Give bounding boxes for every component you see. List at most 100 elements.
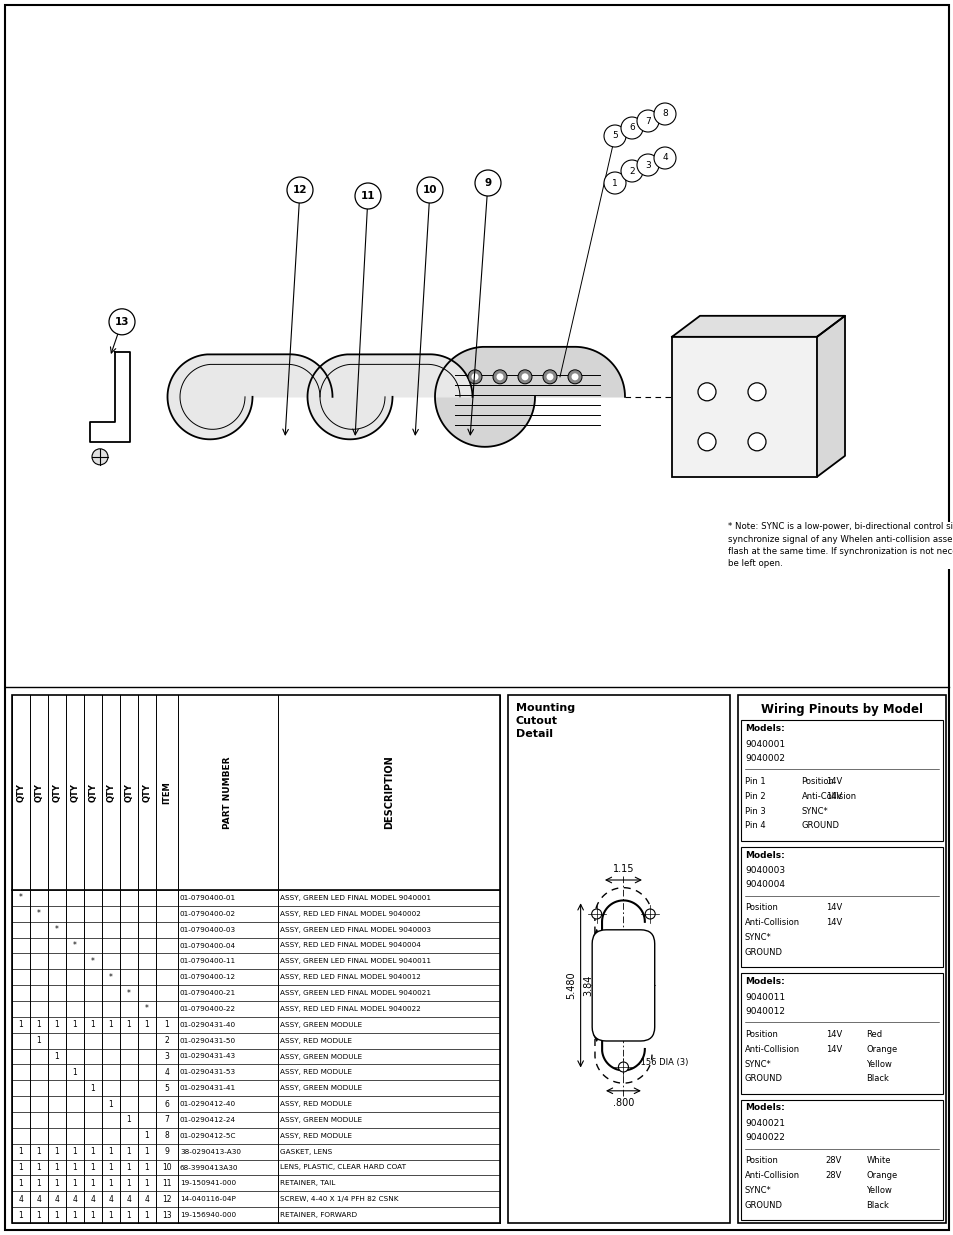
- Text: 01-0790400-12: 01-0790400-12: [180, 974, 236, 981]
- Text: ASSY, RED LED FINAL MODEL 9040004: ASSY, RED LED FINAL MODEL 9040004: [280, 942, 420, 948]
- Text: 1: 1: [36, 1020, 41, 1029]
- Text: 9040012: 9040012: [744, 1007, 784, 1015]
- Text: Anti-Collision: Anti-Collision: [744, 1045, 800, 1053]
- Circle shape: [654, 147, 676, 169]
- Text: 9040004: 9040004: [744, 881, 784, 889]
- Text: 01-0790400-11: 01-0790400-11: [180, 958, 236, 965]
- Text: 1: 1: [91, 1179, 95, 1188]
- Text: *: *: [19, 893, 23, 903]
- Text: 1: 1: [36, 1036, 41, 1045]
- Circle shape: [603, 172, 625, 194]
- Circle shape: [698, 432, 716, 451]
- Text: RETAINER, FORWARD: RETAINER, FORWARD: [280, 1212, 356, 1218]
- Text: GROUND: GROUND: [801, 821, 839, 830]
- Text: Yellow: Yellow: [865, 1060, 891, 1068]
- Text: 8: 8: [165, 1131, 170, 1140]
- Text: 1: 1: [91, 1147, 95, 1156]
- Text: 1: 1: [19, 1163, 24, 1172]
- Text: 7: 7: [164, 1115, 170, 1124]
- Text: 14V: 14V: [825, 918, 841, 927]
- Text: Pin 2: Pin 2: [744, 792, 765, 800]
- Text: 01-0290431-41: 01-0290431-41: [180, 1086, 236, 1092]
- Text: GROUND: GROUND: [744, 1074, 782, 1083]
- Text: ASSY, GREEN LED FINAL MODEL 9040021: ASSY, GREEN LED FINAL MODEL 9040021: [280, 990, 431, 997]
- Text: Pin 3: Pin 3: [744, 806, 765, 815]
- Text: 01-0790400-22: 01-0790400-22: [180, 1007, 236, 1011]
- Text: 1: 1: [109, 1210, 113, 1220]
- Text: 1: 1: [54, 1163, 59, 1172]
- Text: SCREW, 4-40 X 1/4 PFH 82 CSNK: SCREW, 4-40 X 1/4 PFH 82 CSNK: [280, 1197, 398, 1202]
- Text: 14V: 14V: [825, 1030, 841, 1039]
- Text: 1: 1: [127, 1163, 132, 1172]
- Text: 11: 11: [162, 1179, 172, 1188]
- Text: 1: 1: [91, 1210, 95, 1220]
- Text: *: *: [91, 957, 95, 966]
- Text: SYNC*: SYNC*: [744, 934, 771, 942]
- Text: 1: 1: [19, 1179, 24, 1188]
- Polygon shape: [435, 347, 624, 447]
- Polygon shape: [816, 316, 844, 477]
- Text: ASSY, GREEN MODULE: ASSY, GREEN MODULE: [280, 1086, 362, 1092]
- Circle shape: [591, 909, 601, 919]
- Text: 01-0290412-5C: 01-0290412-5C: [180, 1132, 236, 1139]
- Text: 6: 6: [164, 1099, 170, 1109]
- Text: Orange: Orange: [865, 1171, 897, 1181]
- Text: 4: 4: [72, 1194, 77, 1204]
- Text: 1: 1: [91, 1084, 95, 1093]
- Text: 1: 1: [145, 1147, 150, 1156]
- Circle shape: [91, 448, 108, 464]
- Circle shape: [517, 369, 532, 384]
- Text: 1: 1: [127, 1210, 132, 1220]
- Circle shape: [644, 909, 655, 919]
- Text: 4: 4: [36, 1194, 41, 1204]
- Text: 1.15: 1.15: [612, 864, 634, 874]
- Text: 19-156940-000: 19-156940-000: [180, 1212, 236, 1218]
- Circle shape: [637, 110, 659, 132]
- Text: 28V: 28V: [825, 1156, 841, 1166]
- Text: ASSY, GREEN MODULE: ASSY, GREEN MODULE: [280, 1116, 362, 1123]
- Text: 1: 1: [127, 1179, 132, 1188]
- Text: 1: 1: [36, 1179, 41, 1188]
- Circle shape: [521, 373, 528, 380]
- Text: 1: 1: [72, 1147, 77, 1156]
- Text: 1: 1: [54, 1210, 59, 1220]
- Bar: [738, 695, 945, 1223]
- Text: Anti-Collision: Anti-Collision: [744, 1171, 800, 1181]
- Text: 4: 4: [109, 1194, 113, 1204]
- Text: 1: 1: [19, 1147, 24, 1156]
- Text: 01-0790400-01: 01-0790400-01: [180, 895, 236, 900]
- Circle shape: [475, 170, 500, 196]
- Text: 8: 8: [661, 110, 667, 119]
- Text: SYNC*: SYNC*: [744, 1186, 771, 1195]
- Text: ASSY, GREEN LED FINAL MODEL 9040003: ASSY, GREEN LED FINAL MODEL 9040003: [280, 926, 431, 932]
- Text: 6: 6: [628, 124, 634, 132]
- Text: Red: Red: [865, 1030, 882, 1039]
- Text: 1: 1: [145, 1131, 150, 1140]
- Text: Anti-Collision: Anti-Collision: [744, 918, 800, 927]
- Text: 1: 1: [109, 1147, 113, 1156]
- Text: 1: 1: [72, 1068, 77, 1077]
- Text: 4: 4: [164, 1068, 170, 1077]
- Text: 1: 1: [612, 179, 618, 188]
- Text: Models:: Models:: [744, 1104, 784, 1113]
- Text: *: *: [55, 925, 59, 934]
- Text: 4: 4: [127, 1194, 132, 1204]
- Text: 01-0790400-21: 01-0790400-21: [180, 990, 236, 997]
- Circle shape: [567, 369, 581, 384]
- Text: 10: 10: [162, 1163, 172, 1172]
- Text: Wiring Pinouts by Model: Wiring Pinouts by Model: [760, 703, 923, 716]
- Text: 1: 1: [72, 1179, 77, 1188]
- Text: 2: 2: [629, 167, 634, 175]
- Bar: [740, 973, 942, 1093]
- Text: 68-3990413A30: 68-3990413A30: [180, 1165, 238, 1171]
- Text: 13: 13: [114, 317, 129, 327]
- Text: 01-0290431-43: 01-0290431-43: [180, 1053, 236, 1060]
- Text: RETAINER, TAIL: RETAINER, TAIL: [280, 1181, 335, 1187]
- Text: ASSY, RED MODULE: ASSY, RED MODULE: [280, 1037, 352, 1044]
- Text: Pin 4: Pin 4: [744, 821, 765, 830]
- Text: Position: Position: [744, 903, 777, 913]
- Text: 9040002: 9040002: [744, 753, 784, 763]
- Circle shape: [496, 373, 503, 380]
- Text: GROUND: GROUND: [744, 1200, 782, 1210]
- Circle shape: [698, 383, 716, 401]
